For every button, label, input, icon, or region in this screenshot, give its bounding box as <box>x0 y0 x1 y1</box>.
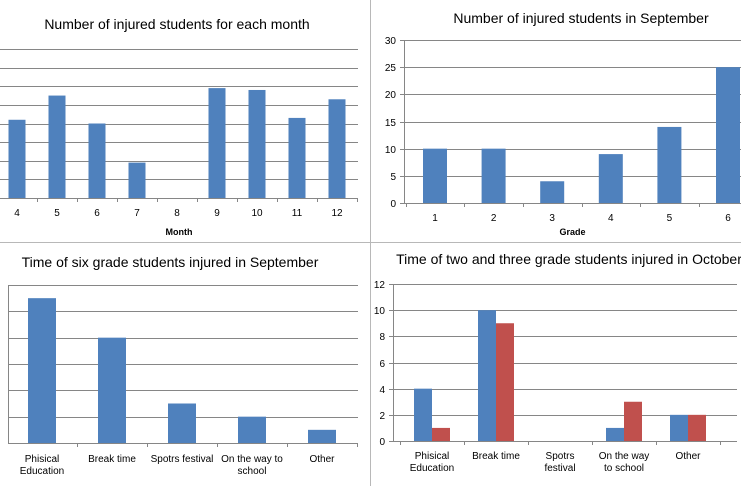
bar <box>688 414 706 441</box>
bar <box>481 148 506 203</box>
bar <box>624 401 642 441</box>
chart-title: Time of six grade students injured in Se… <box>22 254 319 270</box>
y-tick-label: 4 <box>379 385 385 396</box>
bar <box>423 148 447 203</box>
y-tick-label: 30 <box>385 36 397 47</box>
bar <box>308 429 336 443</box>
y-tick-label: 5 <box>390 172 396 183</box>
x-tick-label: 2 <box>491 213 497 224</box>
x-tick-label: Education <box>20 466 64 477</box>
chart-svg: Time of two and three grade students inj… <box>374 251 741 474</box>
bar <box>48 95 66 198</box>
x-tick-label: Break time <box>472 451 520 462</box>
bar <box>98 337 126 443</box>
chart-sixth-grade-september-time: Time of six grade students injured in Se… <box>0 243 370 486</box>
x-tick-label: Other <box>309 454 335 465</box>
x-tick-label: to school <box>604 463 644 474</box>
chart-title: Number of injured students for each mont… <box>44 16 309 32</box>
y-tick-label: 0 <box>390 199 396 210</box>
x-tick-label: 5 <box>54 208 60 219</box>
y-tick-label: 0 <box>379 437 385 448</box>
y-tick-label: 25 <box>385 63 397 74</box>
x-tick-label: On the way <box>599 451 650 462</box>
x-tick-label: On the way to <box>221 454 283 465</box>
x-tick-label: 4 <box>14 208 20 219</box>
x-tick-label: Break time <box>88 454 136 465</box>
x-tick-label: Phisical <box>415 451 449 462</box>
x-axis-label: Grade <box>559 227 585 237</box>
y-tick-label: 10 <box>374 306 386 317</box>
x-tick-label: 6 <box>94 208 100 219</box>
y-tick-label: 20 <box>385 90 397 101</box>
x-tick-label: 6 <box>725 213 731 224</box>
bar <box>168 403 196 443</box>
bar <box>598 154 623 203</box>
bar <box>8 119 26 198</box>
x-tick-label: 5 <box>667 213 673 224</box>
x-tick-label: Education <box>410 463 454 474</box>
bar <box>432 427 450 441</box>
x-tick-label: 10 <box>251 208 263 219</box>
y-tick-label: 6 <box>379 359 385 370</box>
x-tick-label: 12 <box>331 208 343 219</box>
bar <box>606 427 624 441</box>
bar <box>540 181 565 203</box>
bar <box>208 88 226 198</box>
bar <box>248 89 266 198</box>
bar <box>238 416 266 443</box>
bar <box>28 298 56 443</box>
x-tick-label: 11 <box>292 208 303 219</box>
x-tick-label: 8 <box>174 208 180 219</box>
chart-svg: Number of injured students in September 3… <box>385 10 741 237</box>
bar <box>657 126 682 203</box>
bar <box>288 117 306 198</box>
x-tick-label: school <box>238 466 267 477</box>
chart-title: Number of injured students in September <box>453 10 709 26</box>
bar <box>88 123 106 198</box>
x-tick-label: 4 <box>608 213 614 224</box>
x-tick-label: 7 <box>134 208 140 219</box>
bar <box>496 323 514 441</box>
bar <box>670 414 688 441</box>
x-tick-label: 1 <box>432 213 438 224</box>
bar <box>128 162 146 198</box>
y-tick-label: 12 <box>374 280 386 291</box>
y-tick-label: 8 <box>379 332 385 343</box>
panel-divider-horizontal <box>0 242 741 243</box>
chart-october-grade-two-three-time: Time of two and three grade students inj… <box>371 243 741 486</box>
x-tick-label: 3 <box>549 213 555 224</box>
panel-divider-vertical <box>370 0 371 486</box>
y-tick-label: 15 <box>385 118 397 129</box>
x-tick-label: festival <box>544 463 575 474</box>
x-tick-label: Phisical <box>25 454 59 465</box>
x-axis-label: Month <box>166 227 193 237</box>
bar <box>478 310 496 441</box>
chart-svg: Time of six grade students injured in Se… <box>8 254 358 477</box>
x-tick-label: Spotrs <box>546 451 575 462</box>
bar <box>328 99 346 198</box>
x-tick-label: Spotrs festival <box>151 454 214 465</box>
y-tick-label: 2 <box>379 411 385 422</box>
chart-september-by-grade: Number of injured students in September 3… <box>371 0 741 242</box>
y-tick-label: 10 <box>385 145 397 156</box>
bar <box>716 67 740 204</box>
chart-monthly-injuries: Number of injured students for each mont… <box>0 0 370 242</box>
chart-title: Time of two and three grade students inj… <box>396 251 741 267</box>
chart-svg: Number of injured students for each mont… <box>0 16 358 237</box>
bar <box>414 388 432 441</box>
x-tick-label: 9 <box>214 208 220 219</box>
x-tick-label: Other <box>675 451 701 462</box>
